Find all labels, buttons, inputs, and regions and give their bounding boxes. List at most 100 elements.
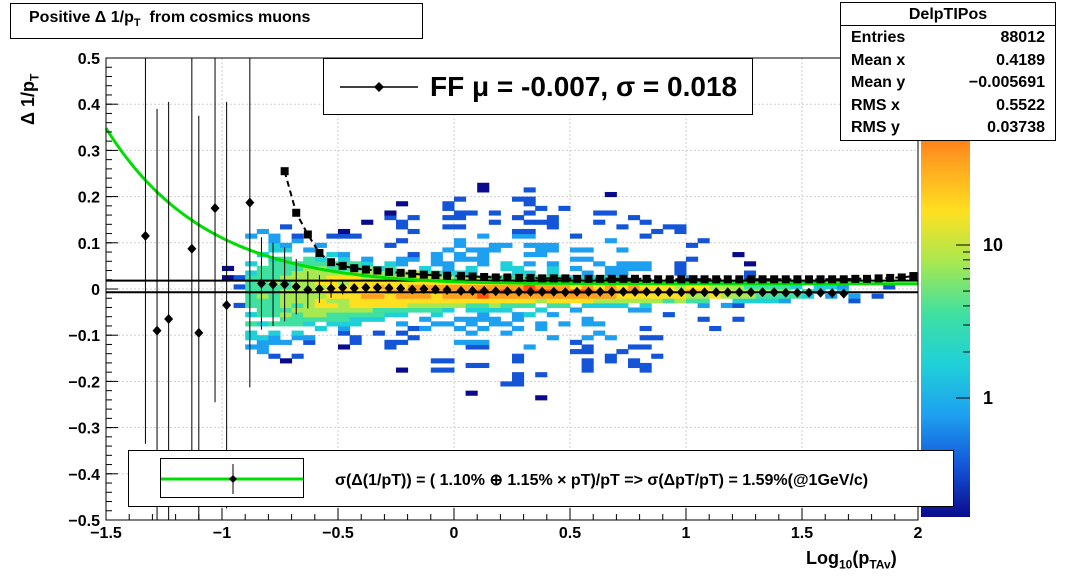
y-tick-label: 0.2 bbox=[78, 190, 100, 207]
heatmap-cell bbox=[651, 298, 664, 304]
heatmap-cell bbox=[512, 358, 525, 364]
heatmap-cell bbox=[430, 312, 443, 318]
mean-point bbox=[816, 287, 826, 298]
mean-point bbox=[291, 281, 301, 292]
rms-point bbox=[443, 271, 452, 280]
heatmap-cell bbox=[674, 298, 687, 304]
heatmap-cell bbox=[500, 242, 513, 248]
heatmap-cell bbox=[616, 302, 629, 308]
heatmap-cell bbox=[454, 339, 467, 345]
heatmap-cell bbox=[361, 316, 374, 322]
heatmap-cell bbox=[477, 293, 490, 299]
heatmap-cell bbox=[442, 261, 455, 267]
heatmap-cell bbox=[465, 293, 478, 299]
heatmap-cell bbox=[604, 302, 617, 308]
heatmap-cell bbox=[686, 284, 699, 290]
heatmap-cell bbox=[396, 293, 409, 299]
heatmap-cell bbox=[407, 335, 420, 341]
heatmap-cell bbox=[454, 293, 467, 299]
rms-point bbox=[851, 274, 860, 283]
heatmap-cell bbox=[477, 261, 490, 267]
heatmap-cell bbox=[407, 252, 420, 258]
x-tick-label: 1.5 bbox=[791, 525, 813, 542]
heatmap-cell bbox=[570, 339, 583, 345]
heatmap-cell bbox=[419, 279, 432, 285]
mean-point bbox=[468, 285, 478, 296]
mean-point bbox=[396, 283, 406, 294]
rms-point bbox=[468, 272, 477, 281]
heatmap-cell bbox=[338, 302, 351, 308]
heatmap-cell bbox=[488, 210, 501, 216]
heatmap-cell bbox=[523, 298, 536, 304]
heatmap-cell bbox=[454, 196, 467, 202]
heatmap-cell bbox=[291, 279, 304, 285]
x-tick-label: −1.5 bbox=[90, 525, 122, 542]
heatmap-cell bbox=[477, 325, 490, 332]
heatmap-cell bbox=[349, 279, 362, 285]
heatmap-cell bbox=[593, 298, 606, 304]
mean-point bbox=[827, 288, 837, 299]
heatmap-cell bbox=[523, 261, 536, 267]
rms-point bbox=[596, 274, 605, 283]
heatmap-cell bbox=[523, 228, 536, 235]
rms-point bbox=[419, 270, 428, 279]
heatmap-cell bbox=[570, 284, 583, 290]
heatmap-cell bbox=[303, 293, 316, 299]
heatmap-cell bbox=[488, 307, 501, 313]
heatmap-cell bbox=[581, 256, 594, 262]
x-tick-label: 1 bbox=[682, 525, 691, 542]
rms-point bbox=[385, 267, 394, 276]
heatmap-cell bbox=[280, 358, 293, 364]
heatmap-cell bbox=[442, 224, 455, 230]
colorbar-tick-label: 10 bbox=[983, 235, 1003, 255]
rms-point bbox=[584, 274, 593, 283]
heatmap-cell bbox=[732, 316, 745, 322]
mean-point bbox=[781, 287, 791, 298]
heatmap-cell bbox=[314, 242, 327, 248]
heatmap-cell bbox=[268, 265, 281, 272]
heatmap-cell bbox=[523, 210, 536, 216]
heatmap-cell bbox=[430, 367, 443, 373]
heatmap-cell bbox=[442, 307, 455, 313]
fit-legend-marker bbox=[340, 82, 418, 92]
heatmap-cell bbox=[291, 330, 304, 336]
heatmap-cell bbox=[384, 261, 397, 267]
rms-point bbox=[770, 275, 779, 284]
heatmap-cell bbox=[303, 339, 316, 345]
heatmap-cell bbox=[488, 298, 501, 304]
heatmap-cell bbox=[674, 284, 687, 290]
heatmap-cell bbox=[442, 298, 455, 304]
heatmap-cell bbox=[314, 261, 327, 267]
heatmap-cell bbox=[581, 344, 594, 350]
mean-point bbox=[653, 286, 663, 297]
heatmap-cell bbox=[326, 298, 339, 304]
heatmap-cell bbox=[604, 210, 617, 216]
heatmap-cell bbox=[280, 321, 293, 327]
heatmap-cell bbox=[488, 293, 501, 299]
heatmap-cell bbox=[558, 205, 571, 211]
heatmap-cell bbox=[361, 256, 374, 262]
heatmap-cell bbox=[570, 233, 583, 239]
heatmap-cell bbox=[488, 242, 501, 248]
heatmap-cell bbox=[732, 252, 745, 258]
heatmap-cell bbox=[581, 349, 594, 355]
heatmap-cell bbox=[523, 284, 536, 290]
heatmap-cell bbox=[268, 261, 281, 267]
rms-point bbox=[735, 275, 744, 284]
rms-point bbox=[909, 272, 918, 281]
y-tick-label: −0.4 bbox=[68, 467, 100, 484]
rms-point bbox=[793, 275, 802, 284]
x-tick-label: −0.5 bbox=[322, 525, 354, 542]
mean-point bbox=[442, 284, 452, 295]
stats-row: Mean y −0.005691 bbox=[841, 71, 1055, 94]
rms-point bbox=[292, 208, 301, 217]
heatmap-cell bbox=[291, 335, 304, 341]
heatmap-cell bbox=[477, 344, 490, 350]
heatmap-cell bbox=[314, 325, 327, 332]
heatmap-cell bbox=[535, 307, 548, 313]
heatmap-cell bbox=[477, 247, 490, 253]
mean-point bbox=[194, 327, 204, 338]
heatmap-cell bbox=[326, 293, 339, 299]
heatmap-cell bbox=[303, 307, 316, 313]
heatmap-cell bbox=[604, 293, 617, 299]
